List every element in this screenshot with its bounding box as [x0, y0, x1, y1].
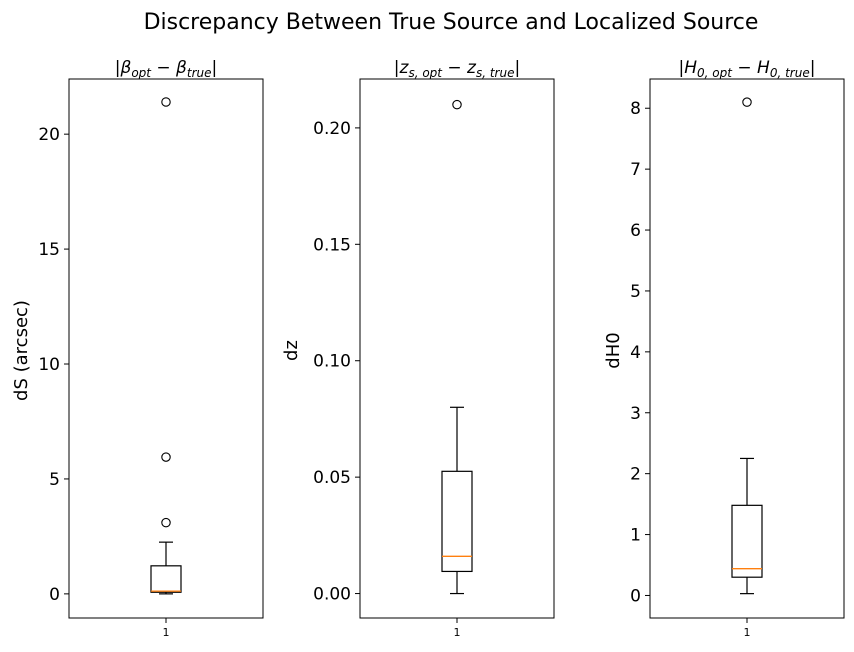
y-tick-label: 0.10 [313, 352, 351, 372]
outlier-point [161, 517, 171, 528]
panel-2: |zs, opt − zs, true| 0.00 0.05 0.10 0.15 0.20… [281, 58, 555, 639]
y-tick-label: 0 [630, 586, 641, 606]
title-part: 0, opt [697, 66, 733, 80]
y-tick-label: 0.05 [313, 468, 351, 488]
title-part: | [212, 58, 218, 78]
outlier-point [452, 99, 462, 110]
title-part: opt [131, 66, 152, 80]
y-tick-label: 0.20 [313, 119, 351, 139]
outlier-point [161, 97, 171, 107]
x-tick-label: 1 [744, 626, 751, 639]
title-part: s, true [476, 66, 515, 80]
panel-title: |zs, opt − zs, true| [394, 58, 520, 80]
title-part: | [514, 58, 520, 78]
title-part: |β [115, 58, 132, 78]
iqr-box [441, 470, 473, 573]
axes-frame [68, 78, 264, 619]
iqr-box [150, 565, 182, 593]
title-part: |z [394, 58, 410, 78]
title-part: |H [679, 58, 698, 78]
title-part: − z [442, 58, 477, 78]
y-tick-label: 20 [38, 125, 60, 145]
outlier-point [742, 97, 752, 107]
axes-frame [359, 78, 555, 619]
title-part: | [810, 58, 816, 78]
outlier-point [161, 452, 171, 462]
panel-1: |βopt − βtrue| 0 5 10 15 20 1 dS (arcsec) [11, 58, 264, 639]
title-part: true [187, 66, 212, 80]
y-tick-label: 5 [630, 282, 641, 302]
y-tick-label: 6 [630, 221, 641, 241]
y-tick-label: 7 [630, 160, 641, 180]
x-tick-label: 1 [454, 626, 461, 639]
y-tick-label: 4 [630, 343, 641, 363]
y-tick-label: 3 [630, 404, 641, 424]
x-tick-label: 1 [163, 626, 170, 639]
title-part: s, opt [408, 66, 443, 80]
figure-suptitle: Discrepancy Between True Source and Loca… [144, 10, 759, 35]
y-axis-label: dz [281, 340, 302, 361]
axes-frame [649, 78, 845, 619]
y-tick-label: 10 [38, 355, 60, 375]
y-tick-label: 0.00 [313, 585, 351, 605]
y-tick-label: 15 [38, 240, 60, 260]
panel-title: |H0, opt − H0, true| [679, 58, 816, 80]
y-tick-label: 5 [49, 470, 60, 490]
panel-3: |H0, opt − H0, true| 0 1 2 3 4 5 6 7 8 1 dH0 [603, 58, 845, 639]
y-tick-label: 0.15 [313, 235, 351, 255]
title-part: − β [151, 58, 187, 78]
iqr-box [731, 504, 763, 578]
y-tick-label: 2 [630, 465, 641, 485]
title-part: − H [732, 58, 770, 78]
panel-title: |βopt − βtrue| [115, 58, 218, 80]
y-tick-label: 1 [630, 526, 641, 546]
title-part: 0, true [770, 66, 810, 80]
y-tick-label: 8 [630, 99, 641, 119]
y-tick-label: 0 [49, 585, 60, 605]
y-axis-label: dS (arcsec) [11, 300, 32, 401]
y-axis-label: dH0 [603, 332, 624, 368]
